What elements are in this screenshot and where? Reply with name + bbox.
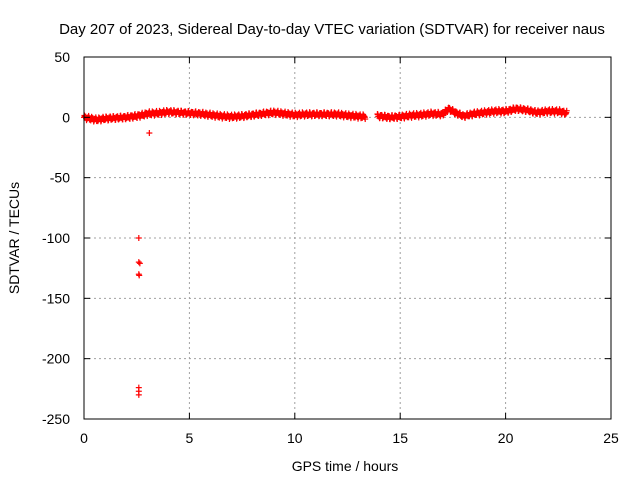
x-tick-label: 5 — [186, 430, 194, 446]
x-tick-label: 0 — [80, 430, 88, 446]
y-tick-label: -200 — [42, 351, 70, 367]
outlier-point — [135, 235, 142, 241]
chart-title: Day 207 of 2023, Sidereal Day-to-day VTE… — [59, 21, 605, 38]
x-tick-label: 15 — [392, 430, 408, 446]
outlier-point — [135, 259, 142, 266]
data-points — [81, 104, 570, 398]
data-point — [563, 107, 570, 114]
y-tick-label: -100 — [42, 230, 70, 246]
outlier-point — [136, 272, 143, 279]
y-tick-label: 0 — [62, 109, 70, 125]
x-axis-label: GPS time / hours — [292, 458, 399, 474]
y-tick-label: 50 — [54, 49, 70, 65]
x-tick-label: 10 — [287, 430, 303, 446]
y-axis-label: SDTVAR / TECUs — [6, 182, 22, 294]
data-point — [362, 116, 369, 123]
y-tick-label: -250 — [42, 411, 70, 427]
outlier-point — [146, 130, 153, 137]
y-tick-label: -150 — [42, 290, 70, 306]
outlier-point — [135, 391, 142, 398]
y-tick-label: -50 — [50, 170, 70, 186]
x-tick-label: 20 — [498, 430, 514, 446]
outlier-point — [136, 260, 143, 267]
axis-ticks: 0 5 10 15 20 25 50 0 -50 -100 -150 -200 -250 — [42, 49, 619, 446]
x-tick-label: 25 — [603, 430, 619, 446]
